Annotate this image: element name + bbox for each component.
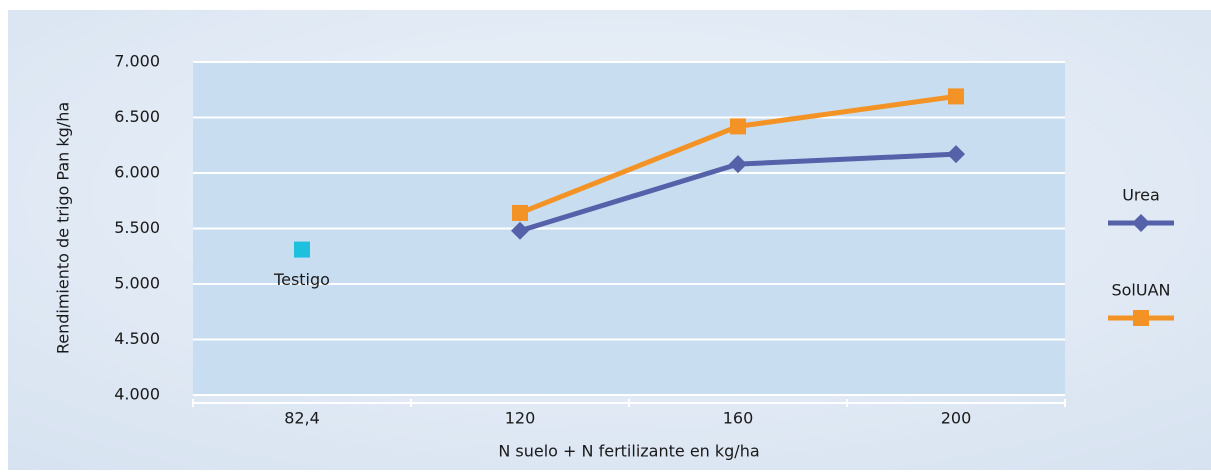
x-tick-label: 160 [723,409,754,428]
x-tick-label: 200 [941,409,972,428]
x-tick-label: 120 [505,409,536,428]
x-tick-label: 82,4 [284,409,320,428]
marker [1132,214,1150,232]
y-tick-label: 4.000 [114,385,160,404]
marker [729,155,747,174]
y-tick-label: 6.000 [114,163,160,182]
y-tick-label: 4.500 [114,329,160,348]
marker [948,88,964,105]
x-axis-label: N suelo + N fertilizante en kg/ha [498,442,759,461]
marker [947,145,965,164]
y-axis-label: Rendimiento de trigo Pan kg/ha [54,102,73,354]
marker [294,241,310,258]
legend-label: SolUAN [1111,281,1170,300]
y-tick-label: 6.500 [114,107,160,126]
y-tick-label: 7.000 [114,52,160,71]
point-label: Testigo [273,270,330,289]
marker [512,204,528,221]
legend-label: Urea [1122,186,1160,205]
marker [730,118,746,135]
y-tick-label: 5.500 [114,218,160,237]
marker [1133,310,1149,326]
y-tick-label: 5.000 [114,274,160,293]
marker [511,221,529,240]
